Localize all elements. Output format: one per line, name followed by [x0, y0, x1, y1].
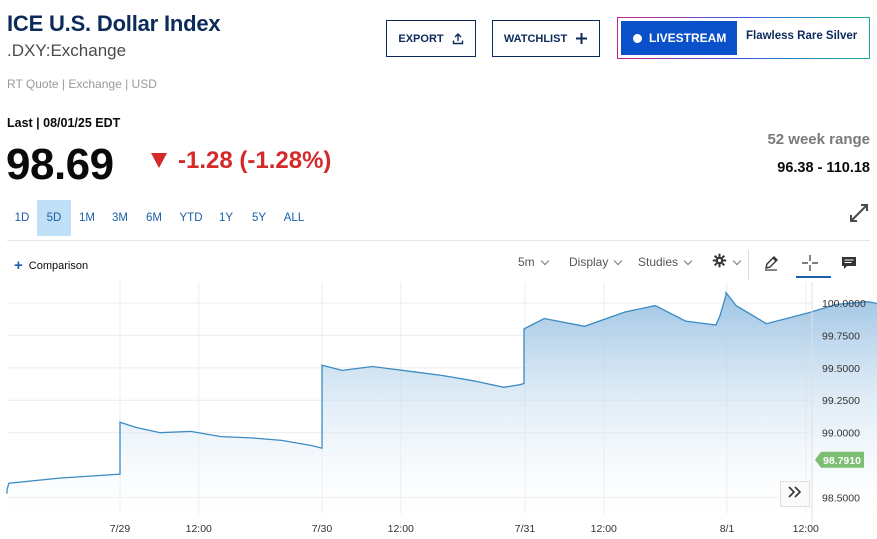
comparison-label: Comparison [28, 259, 89, 272]
crosshair-icon[interactable] [797, 250, 823, 276]
studies-label: Studies [638, 255, 679, 269]
chevron-down-icon [614, 256, 623, 265]
watchlist-button[interactable]: WATCHLIST [492, 20, 600, 57]
fast-forward-button[interactable] [780, 481, 810, 507]
fast-forward-icon [787, 485, 803, 503]
chevron-down-icon [732, 256, 742, 265]
livestream-banner[interactable]: LIVESTREAM Flawless Rare Silver [617, 17, 870, 59]
range-tab-all[interactable]: ALL [283, 212, 305, 224]
range-tab-5y[interactable]: 5Y [251, 212, 267, 224]
plus-icon: + [14, 257, 23, 274]
pencil-icon[interactable] [758, 250, 784, 276]
range-tab-ytd[interactable]: YTD [179, 212, 203, 224]
week52-range: 96.38 - 110.18 [777, 160, 870, 176]
y-tick-label: 99.5000 [822, 363, 860, 375]
last-trade-label: Last | 08/01/25 EDT [7, 116, 121, 130]
watchlist-label: WATCHLIST [503, 32, 568, 45]
settings-button[interactable] [712, 253, 742, 271]
livestream-label: LIVESTREAM [649, 31, 727, 45]
x-tick-label: 7/29 [110, 523, 131, 535]
range-tab-6m[interactable]: 6M [146, 212, 162, 224]
gear-icon [712, 253, 727, 271]
x-tick-label: 12:00 [186, 523, 212, 535]
y-tick-label: 99.0000 [822, 428, 860, 440]
x-tick-label: 7/30 [312, 523, 333, 535]
down-arrow-icon [151, 153, 167, 168]
range-tab-5d[interactable]: 5D [37, 200, 71, 236]
comment-icon[interactable] [836, 250, 862, 276]
interval-label: 5m [518, 255, 535, 269]
export-button[interactable]: EXPORT [386, 20, 476, 57]
quote-meta: RT Quote | Exchange | USD [7, 77, 157, 91]
toolbar-separator [748, 250, 749, 280]
x-tick-label: 12:00 [591, 523, 617, 535]
chevron-down-icon [683, 256, 693, 265]
export-icon [452, 32, 464, 45]
current-price-label: 98.7910 [823, 455, 861, 467]
livestream-button[interactable]: LIVESTREAM [621, 21, 737, 55]
price-change: -1.28 (-1.28%) [178, 147, 332, 174]
page-title: ICE U.S. Dollar Index [7, 11, 221, 36]
y-tick-label: 99.7500 [822, 330, 860, 342]
plus-icon [575, 32, 588, 45]
expand-icon[interactable] [848, 202, 870, 224]
range-tab-1m[interactable]: 1M [79, 212, 95, 224]
livestream-promo-text[interactable]: Flawless Rare Silver [746, 30, 858, 42]
current-price-tag [815, 451, 864, 468]
crosshair-active-indicator [796, 276, 831, 278]
x-tick-label: 12:00 [388, 523, 414, 535]
last-price: 98.69 [6, 140, 114, 189]
week52-label: 52 week range [767, 131, 870, 148]
display-menu[interactable]: Display [569, 255, 623, 269]
comparison-button[interactable]: + Comparison [14, 258, 88, 273]
range-tab-1d[interactable]: 1D [14, 212, 30, 224]
display-label: Display [569, 255, 609, 269]
studies-menu[interactable]: Studies [638, 255, 693, 269]
y-tick-label: 100.0000 [822, 298, 866, 310]
y-tick-label: 99.2500 [822, 395, 860, 407]
chevron-down-icon [540, 256, 549, 265]
range-tab-1y[interactable]: 1Y [218, 212, 234, 224]
live-dot-icon [633, 33, 642, 43]
price-line [6, 290, 877, 494]
export-label: EXPORT [398, 32, 444, 45]
y-tick-label: 98.5000 [822, 493, 860, 505]
price-area [7, 292, 877, 514]
x-tick-label: 8/1 [720, 523, 735, 535]
ticker-symbol: .DXY:Exchange [7, 41, 127, 60]
price-chart[interactable]: 7/29 12:00 7/30 12:00 7/31 12:00 8/1 12:00 100.0… [0, 282, 877, 539]
x-tick-label: 12:00 [793, 523, 819, 535]
range-tab-3m[interactable]: 3M [112, 212, 128, 224]
divider [7, 240, 870, 241]
interval-select[interactable]: 5m [518, 255, 549, 269]
x-tick-label: 7/31 [515, 523, 536, 535]
